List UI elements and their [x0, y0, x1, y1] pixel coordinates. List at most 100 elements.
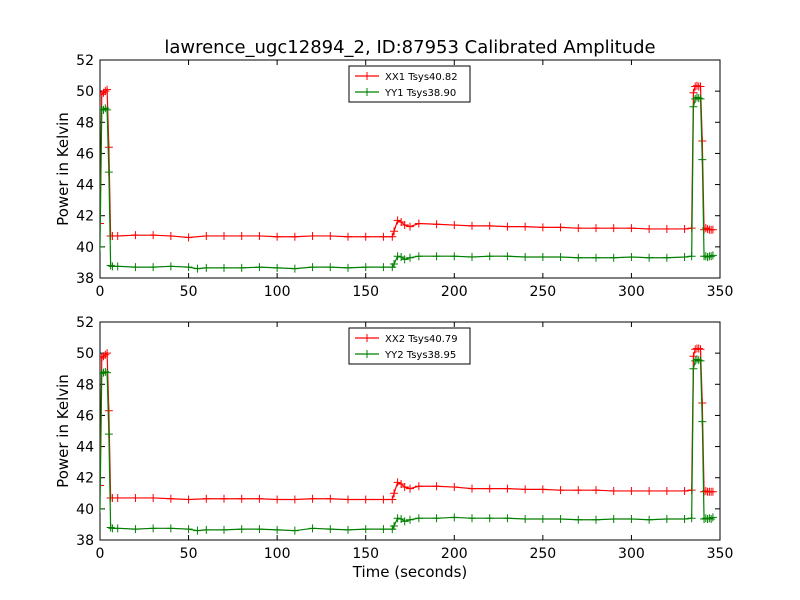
data-point-marker — [237, 263, 246, 272]
data-point-marker — [344, 495, 352, 504]
data-point-marker — [308, 524, 317, 533]
data-point-marker — [406, 484, 414, 493]
data-point-marker — [379, 525, 388, 534]
data-point-marker — [645, 253, 654, 262]
y-tick-label: 42 — [76, 471, 94, 487]
data-point-marker — [273, 232, 282, 241]
data-point-marker — [432, 482, 441, 491]
data-point-marker — [662, 224, 671, 233]
data-point-marker — [101, 367, 110, 376]
y-tick-label: 48 — [76, 377, 94, 393]
data-point-marker — [290, 264, 299, 273]
data-point-marker — [703, 224, 712, 233]
data-point-marker — [708, 487, 717, 496]
data-point-marker — [680, 224, 689, 233]
data-point-marker — [166, 262, 175, 271]
data-point-marker — [503, 222, 512, 231]
legend: XX1 Tsys40.82 YY1 Tsys38.90 — [348, 65, 471, 103]
data-point-marker — [361, 263, 370, 272]
data-point-marker — [705, 514, 714, 523]
data-point-marker — [538, 252, 547, 261]
data-point-marker — [113, 493, 122, 502]
data-point-marker — [521, 222, 530, 231]
data-point-marker — [694, 94, 703, 103]
data-point-marker — [393, 514, 402, 523]
data-point-marker — [379, 263, 388, 272]
data-point-marker — [308, 263, 317, 272]
data-point-marker — [707, 252, 716, 261]
data-point-marker — [468, 252, 476, 261]
data-point-marker — [393, 252, 402, 261]
top-subplot: 0 50 100 150 200 250 300 350 38 40 42 44 46 48 50 52 Pow… — [54, 53, 733, 300]
data-point-marker — [538, 485, 547, 494]
data-point-marker — [574, 486, 583, 495]
data-point-marker — [662, 253, 671, 262]
data-point-marker — [344, 525, 352, 534]
data-point-marker — [361, 232, 370, 241]
data-point-marker — [166, 494, 175, 503]
data-point-marker — [100, 219, 104, 228]
data-point-marker — [100, 504, 104, 513]
legend-swatch-marker — [363, 350, 371, 358]
data-point-marker — [326, 525, 335, 534]
data-point-marker — [406, 253, 414, 262]
data-point-marker — [390, 489, 399, 498]
legend-box — [348, 327, 471, 365]
x-tick-label: 150 — [352, 546, 379, 562]
data-point-marker — [414, 514, 423, 523]
x-tick-label: 200 — [441, 284, 468, 300]
data-point-marker — [708, 513, 717, 522]
data-point-marker — [450, 221, 459, 230]
data-point-marker — [390, 227, 399, 236]
data-point-marker — [393, 478, 402, 487]
data-point-marker — [414, 219, 423, 228]
data-point-marker — [149, 263, 158, 272]
data-point-marker — [361, 525, 370, 534]
data-point-marker — [361, 495, 370, 504]
data-point-marker — [202, 525, 211, 534]
data-point-marker — [687, 252, 696, 261]
data-point-marker — [432, 220, 441, 229]
data-point-marker — [503, 252, 512, 261]
data-point-marker — [609, 253, 618, 262]
data-point-marker — [237, 231, 246, 240]
data-point-marker — [696, 345, 705, 354]
data-point-marker — [184, 495, 193, 504]
data-point-marker — [696, 356, 705, 365]
data-point-marker — [113, 262, 122, 271]
data-point-marker — [106, 523, 115, 532]
x-tick-label: 100 — [264, 284, 291, 300]
data-point-marker — [689, 364, 698, 373]
series-yy1 — [100, 93, 717, 273]
y-tick-label: 44 — [76, 440, 94, 456]
bottom-subplot: 0 50 100 150 200 250 300 350 38 40 42 44 46 48 50 52 Pow… — [54, 315, 733, 562]
data-point-marker — [390, 521, 399, 530]
data-point-marker — [574, 253, 583, 262]
data-point-marker — [308, 231, 317, 240]
data-point-marker — [390, 259, 399, 268]
data-point-marker — [193, 264, 202, 273]
data-point-marker — [400, 517, 409, 526]
data-point-marker — [432, 252, 441, 261]
data-point-marker — [101, 87, 110, 96]
data-point-marker — [184, 263, 193, 272]
data-point-marker — [468, 514, 476, 523]
data-point-marker — [450, 513, 459, 522]
data-point-marker — [400, 483, 409, 492]
series-yy2 — [100, 355, 717, 535]
series-xx1 — [100, 81, 717, 242]
data-point-marker — [326, 263, 335, 272]
data-point-marker — [692, 93, 701, 102]
data-point-marker — [184, 233, 193, 242]
legend-label: YY1 Tsys38.90 — [384, 88, 456, 99]
y-tick-label: 40 — [76, 240, 94, 256]
data-point-marker — [414, 252, 423, 261]
data-point-marker — [485, 221, 494, 230]
data-point-marker — [193, 526, 202, 535]
data-point-marker — [450, 483, 459, 492]
data-point-marker — [100, 369, 106, 378]
data-point-marker — [692, 355, 701, 364]
data-point-marker — [113, 524, 122, 533]
y-tick-label: 50 — [76, 84, 94, 100]
